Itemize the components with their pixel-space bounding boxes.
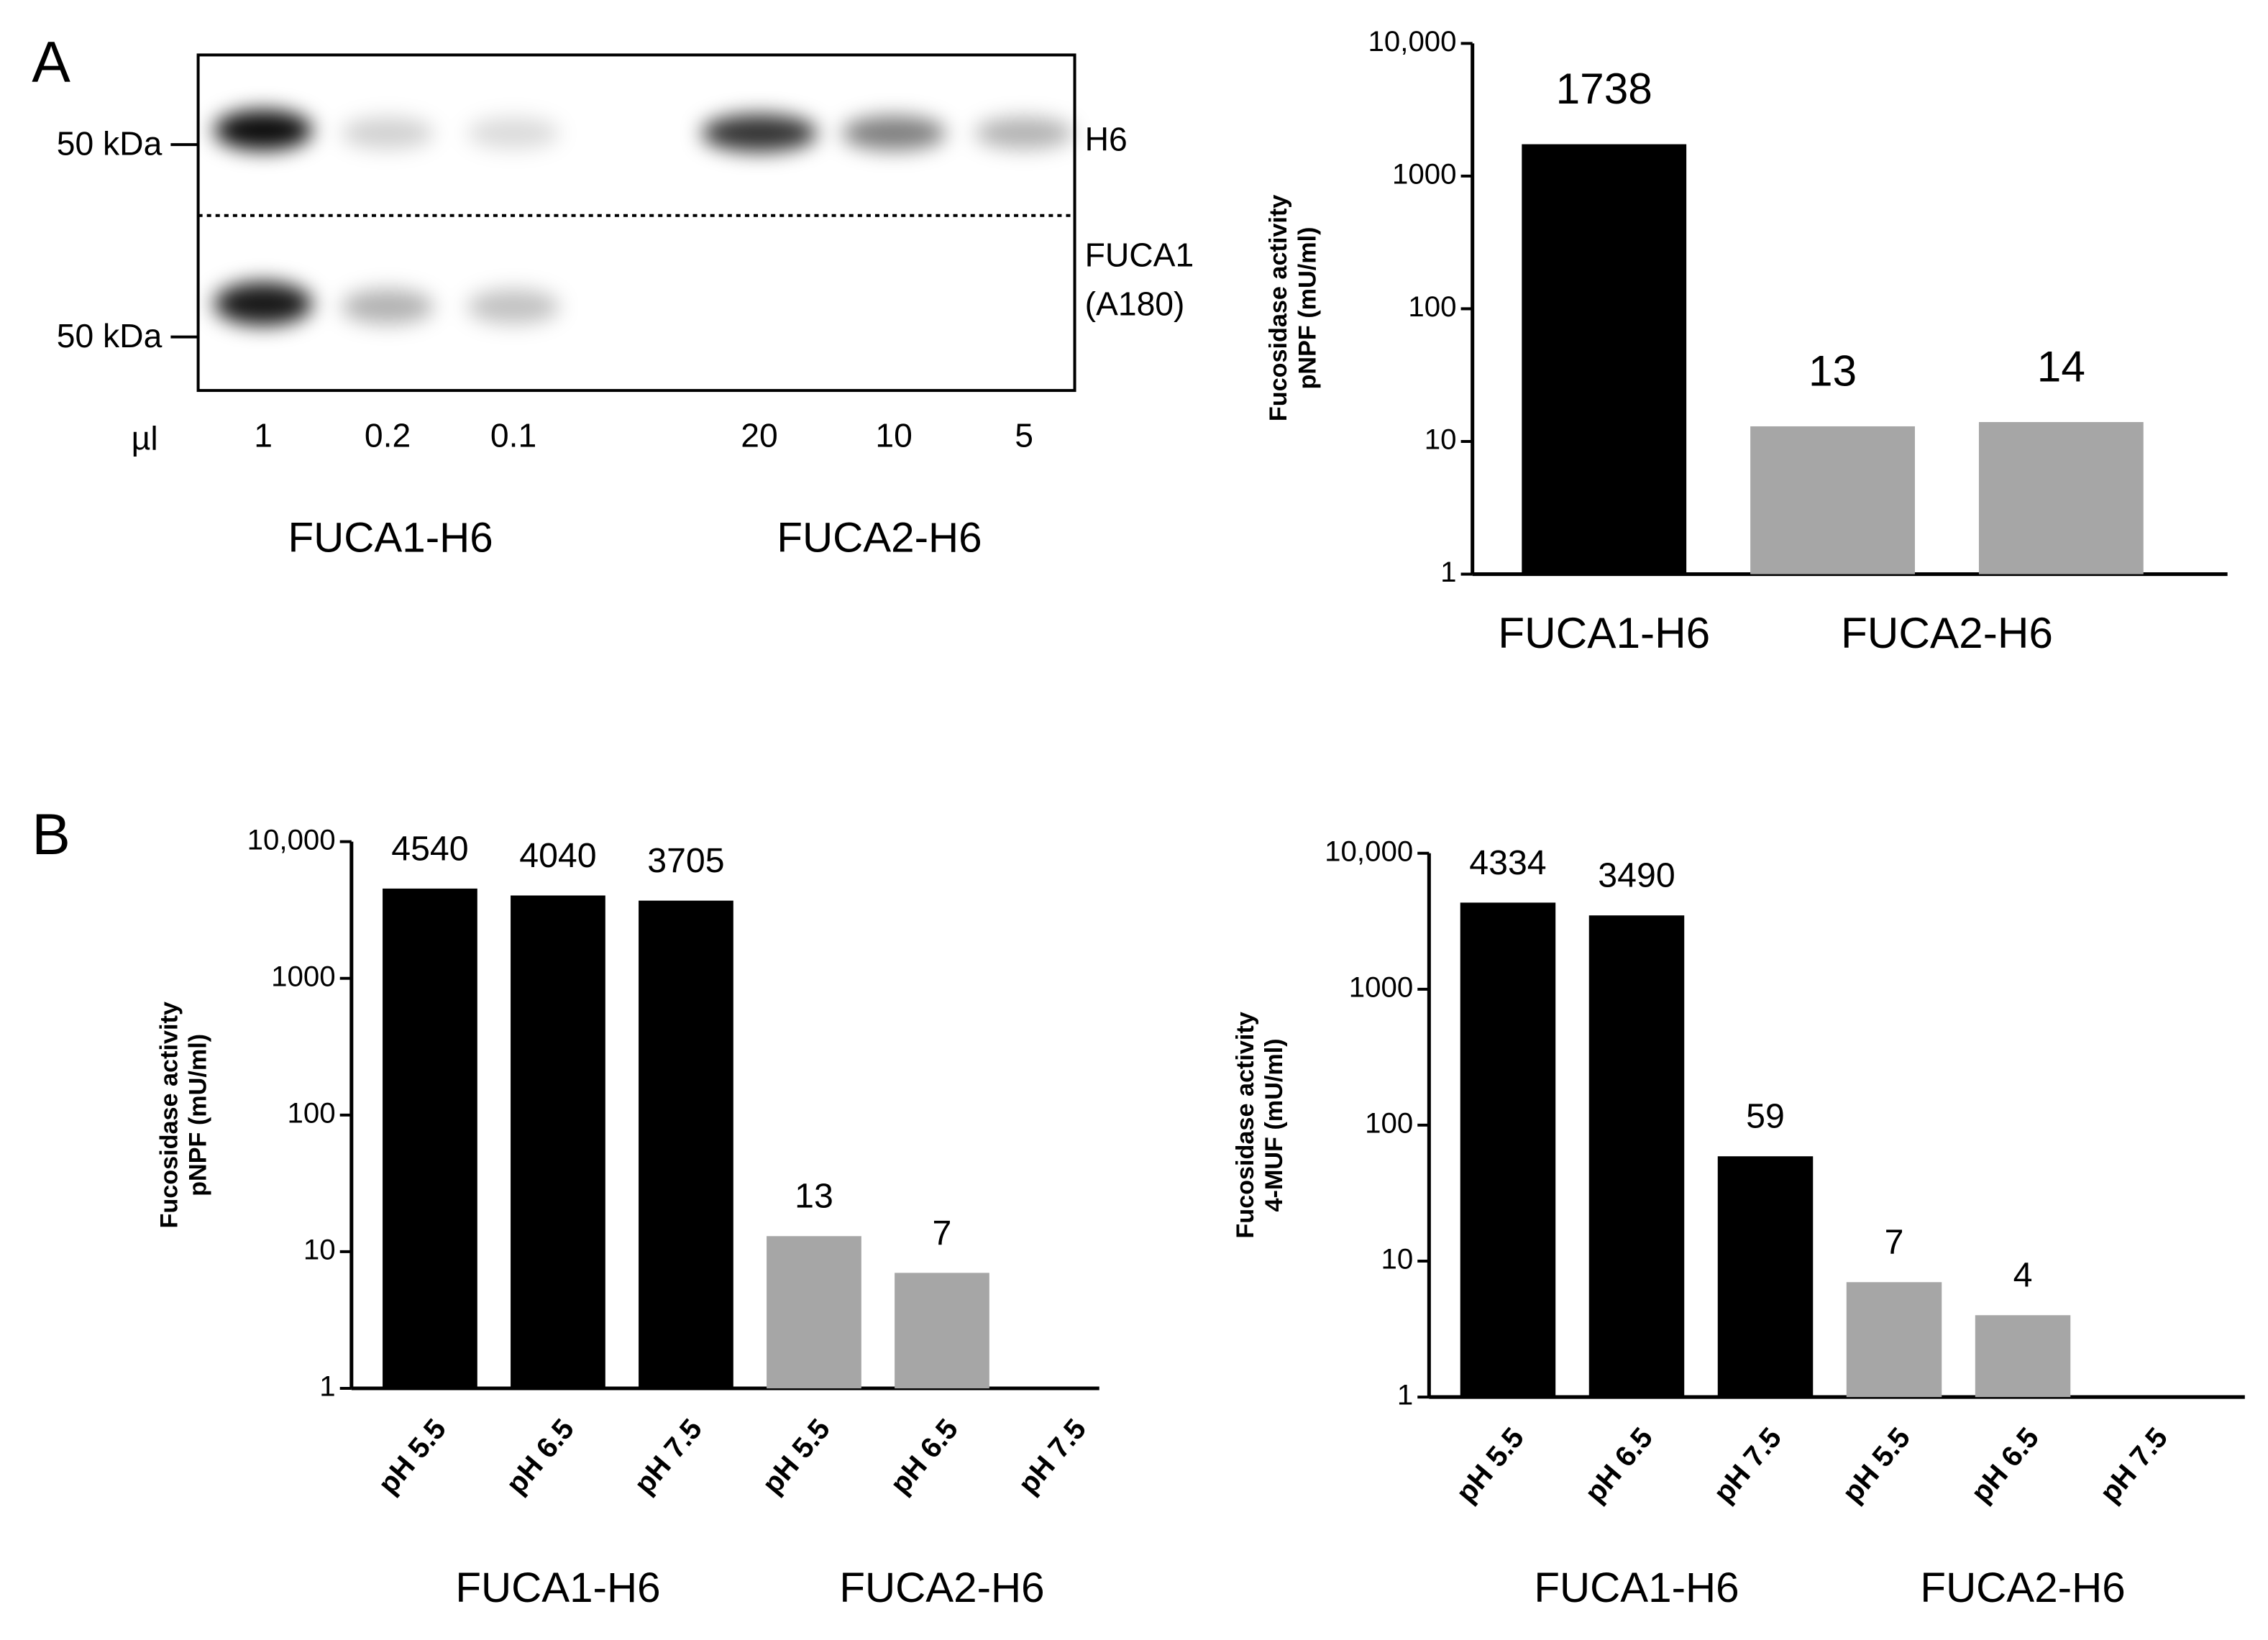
band (214, 282, 313, 326)
value-label: 14 (2037, 342, 2085, 391)
band (214, 109, 313, 151)
x-tick-label: pH 5.5 (1450, 1421, 1530, 1508)
blot: 50 kDa 50 kDa H6 FUCA1 (A180) µl 1 0.2 0… (57, 53, 1194, 562)
bar (895, 1273, 989, 1389)
y-axis-label: 4-MUF (mU/ml) (1261, 1038, 1288, 1211)
value-label: 4 (2013, 1256, 2033, 1295)
chart: 1 10 100 1000 10,000 Fucosidase activity pNPF … (1265, 25, 2228, 657)
value-label: 13 (1809, 346, 1857, 395)
marker-label: 50 kDa (57, 317, 163, 354)
y-axis-label: Fucosidase activity (1232, 1012, 1259, 1238)
lane-label: 10 (875, 417, 912, 454)
x-tick-label: pH 6.5 (884, 1413, 964, 1500)
chart: 1 10 100 1000 10,000 Fucosidase activity 4-MUF… (1232, 835, 2245, 1611)
x-tick-label: pH 7.5 (1707, 1421, 1788, 1508)
x-tick-label: pH 7.5 (1012, 1413, 1092, 1500)
y-tick-label: 10,000 (247, 823, 336, 856)
x-tick-label: pH 7.5 (628, 1413, 708, 1500)
value-label: 4540 (391, 829, 468, 868)
x-tick-label: pH 6.5 (1578, 1421, 1659, 1508)
y-tick-label: 1 (1397, 1379, 1413, 1411)
x-tick-label: pH 6.5 (500, 1413, 580, 1500)
lane-label: 0.1 (490, 417, 536, 454)
lane-label: 1 (254, 417, 273, 454)
bar (1717, 1156, 1814, 1398)
group-label: FUCA2-H6 (1920, 1565, 2125, 1611)
band (467, 289, 560, 324)
value-label: 4334 (1469, 843, 1546, 882)
x-tick-label: pH 6.5 (1965, 1421, 2045, 1508)
group-label: FUCA2-H6 (839, 1565, 1044, 1611)
group-label: FUCA1-H6 (1534, 1565, 1739, 1611)
bar (1978, 422, 2144, 574)
value-label: 4040 (519, 836, 596, 875)
y-tick-label: 1000 (271, 960, 335, 992)
y-tick-label: 100 (1365, 1107, 1413, 1140)
x-tick-label: pH 5.5 (1836, 1421, 1916, 1508)
y-tick-label: 10,000 (1368, 25, 1457, 58)
chart: 1 10 100 1000 10,000 Fucosidase activity pNPF … (155, 823, 1099, 1611)
bar (1846, 1282, 1942, 1398)
y-tick-label: 1 (1440, 556, 1456, 588)
group-label: FUCA1-H6 (288, 515, 493, 562)
blot-label: FUCA1 (1085, 236, 1194, 273)
marker-label: 50 kDa (57, 124, 163, 162)
value-label: 59 (1746, 1097, 1785, 1136)
panel-label: B (32, 802, 70, 867)
bar (767, 1236, 861, 1389)
panel-label: A (32, 30, 70, 95)
value-label: 7 (1885, 1223, 1904, 1262)
y-tick-label: 100 (1408, 290, 1456, 323)
lane-label: 0.2 (365, 417, 411, 454)
band (341, 289, 434, 324)
lane-label: 5 (1015, 417, 1033, 454)
y-axis-label: pNPF (mU/ml) (1294, 226, 1321, 389)
y-tick-label: 1 (319, 1370, 335, 1403)
blot-label: H6 (1085, 120, 1128, 157)
bar (1522, 144, 1687, 574)
y-tick-label: 1000 (1392, 158, 1456, 191)
x-tick-label: pH 5.5 (372, 1413, 452, 1500)
band (341, 116, 434, 150)
value-label: 7 (933, 1214, 952, 1252)
y-tick-label: 10 (303, 1234, 336, 1266)
y-tick-label: 10 (1381, 1243, 1413, 1275)
value-label: 1738 (1556, 64, 1652, 113)
y-tick-label: 100 (288, 1096, 336, 1129)
volume-label: µl (132, 420, 158, 457)
x-tick-label: pH 7.5 (2093, 1421, 2174, 1508)
blot-label: (A180) (1085, 285, 1185, 323)
bar (1588, 915, 1685, 1398)
value-label: 13 (795, 1177, 833, 1216)
lane-label: 20 (741, 417, 777, 454)
group-label: FUCA1-H6 (455, 1565, 660, 1611)
value-label: 3705 (647, 841, 724, 880)
band (701, 114, 818, 152)
value-label: 3490 (1598, 856, 1675, 895)
y-tick-label: 10 (1425, 423, 1457, 456)
bar (1460, 902, 1556, 1398)
bar (511, 895, 605, 1389)
y-tick-label: 1000 (1349, 971, 1413, 1003)
y-axis-label: Fucosidase activity (1265, 195, 1292, 421)
band (974, 116, 1074, 150)
group-label: FUCA2-H6 (1841, 608, 2053, 657)
bar (1975, 1315, 2071, 1398)
band (467, 116, 560, 150)
bar (639, 900, 733, 1389)
group-label: FUCA1-H6 (1498, 608, 1710, 657)
blot-frame (196, 53, 1076, 393)
band (841, 115, 946, 151)
y-tick-label: 10,000 (1325, 835, 1413, 867)
x-tick-label: pH 5.5 (756, 1413, 836, 1500)
bar (1750, 426, 1915, 574)
group-label: FUCA2-H6 (777, 515, 982, 562)
y-axis-label: pNPF (mU/ml) (185, 1034, 212, 1196)
y-axis-label: Fucosidase activity (155, 1002, 183, 1228)
bands (214, 109, 1074, 326)
bar (383, 888, 477, 1389)
